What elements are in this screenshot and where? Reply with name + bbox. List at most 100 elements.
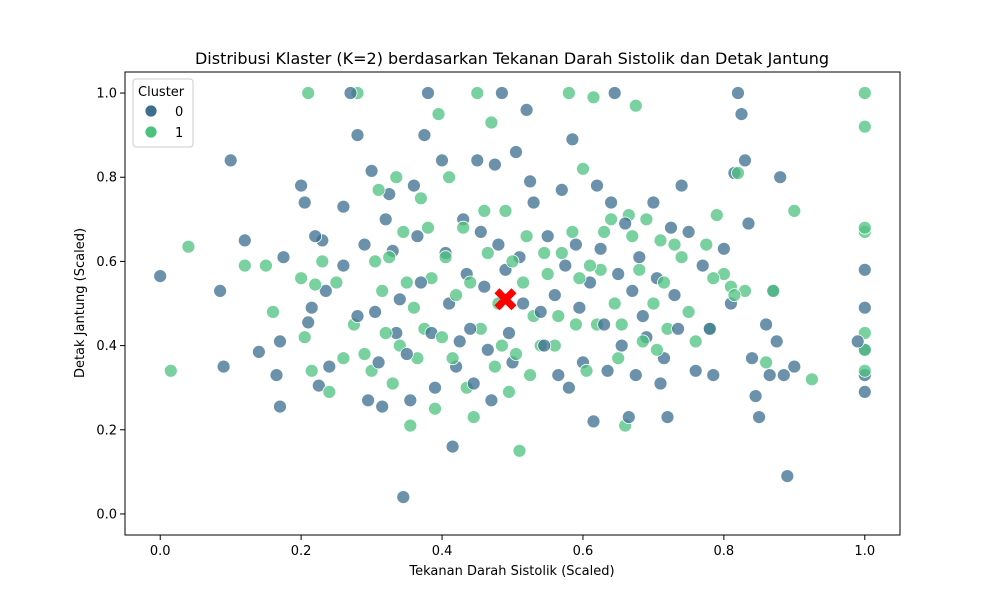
scatter-point-cluster-1	[494, 338, 509, 353]
scatter-point-cluster-0	[635, 309, 650, 324]
scatter-point-cluster-0	[695, 258, 710, 273]
y-tick-label: 0.0	[96, 507, 117, 522]
scatter-point-cluster-0	[593, 241, 608, 256]
scatter-point-cluster-0	[526, 195, 541, 210]
scatter-point-cluster-1	[301, 86, 316, 100]
scatter-point-cluster-1	[586, 90, 601, 105]
scatter-point-cluster-0	[410, 229, 425, 244]
scatter-point-cluster-1	[639, 212, 654, 227]
x-axis: 0.0 0.2 0.4 0.6 0.8 1.0	[150, 535, 875, 559]
scatter-point-cluster-0	[350, 128, 365, 143]
scatter-point-cluster-1	[657, 275, 671, 290]
scatter-point-cluster-1	[766, 283, 781, 298]
scatter-point-cluster-1	[435, 330, 449, 345]
scatter-point-cluster-0	[540, 229, 555, 244]
scatter-point-cluster-1	[396, 224, 411, 239]
scatter-point-cluster-1	[498, 203, 513, 218]
scatter-point-cluster-0	[428, 380, 442, 395]
scatter-point-cluster-0	[273, 399, 287, 414]
x-tick-label: 0.8	[714, 544, 735, 559]
scatter-point-cluster-1	[477, 203, 492, 218]
scatter-point-cluster-1	[378, 326, 393, 340]
scatter-point-cluster-0	[304, 300, 319, 315]
scatter-point-cluster-1	[512, 443, 527, 458]
scatter-point-cluster-0	[311, 378, 326, 393]
y-axis-label: Detak Jantung (Scaled)	[73, 228, 88, 378]
scatter-point-cluster-0	[361, 393, 376, 408]
scatter-point-cluster-1	[509, 347, 523, 361]
scatter-point-cluster-1	[857, 363, 872, 378]
scatter-point-cluster-0	[667, 288, 682, 303]
scatter-point-cluster-1	[258, 258, 273, 273]
scatter-point-cluster-0	[357, 237, 372, 252]
scatter-point-cluster-1	[403, 418, 418, 433]
scatter-point-cluster-0	[731, 86, 745, 100]
scatter-point-cluster-1	[699, 237, 714, 252]
scatter-point-cluster-1	[667, 237, 682, 252]
scatter-point-cluster-0	[569, 237, 583, 252]
scatter-point-cluster-0	[480, 342, 495, 357]
scatter-point-cluster-0	[554, 182, 569, 197]
legend-marker-cluster-0	[144, 104, 158, 118]
scatter-point-cluster-0	[776, 368, 791, 383]
scatter-point-cluster-1	[382, 250, 397, 265]
scatter-point-cluster-0	[614, 338, 629, 353]
scatter-point-cluster-1	[569, 317, 583, 332]
scatter-point-cluster-0	[445, 439, 460, 454]
scatter-point-cluster-1	[399, 275, 414, 290]
scatter-point-cluster-1	[375, 283, 390, 298]
scatter-point-cluster-0	[251, 344, 266, 359]
scatter-point-cluster-0	[435, 153, 449, 168]
scatter-point-cluster-0	[273, 334, 287, 349]
scatter-point-cluster-0	[318, 283, 333, 298]
scatter-point-cluster-0	[628, 368, 643, 383]
x-tick-label: 0.6	[573, 544, 594, 559]
scatter-point-cluster-1	[297, 330, 312, 345]
scatter-point-cluster-1	[625, 229, 640, 244]
scatter-point-cluster-1	[308, 277, 323, 292]
scatter-point-cluster-1	[466, 410, 481, 425]
y-tick-label: 0.2	[96, 423, 117, 438]
scatter-point-cluster-1	[709, 208, 724, 223]
scatter-point-cluster-1	[421, 220, 435, 235]
scatter-point-cluster-0	[301, 315, 316, 330]
scatter-point-cluster-1	[438, 250, 453, 265]
scatter-point-cluster-0	[702, 321, 717, 336]
scatter-point-cluster-0	[734, 107, 749, 121]
scatter-point-cluster-1	[445, 351, 460, 366]
y-axis: 0.0 0.2 0.4 0.6 0.8 1.0	[96, 87, 125, 522]
scatter-point-cluster-0	[491, 237, 506, 252]
scatter-point-cluster-0	[336, 199, 351, 214]
scatter-point-cluster-0	[417, 128, 432, 143]
legend-marker-cluster-1	[144, 125, 158, 139]
scatter-point-cluster-1	[731, 166, 745, 180]
scatter-point-cluster-0	[671, 321, 685, 336]
scatter-point-cluster-0	[717, 241, 731, 256]
x-tick-label: 0.0	[150, 544, 171, 559]
plot-frame	[124, 71, 901, 536]
scatter-point-cluster-0	[371, 355, 386, 370]
scatter-point-cluster-0	[153, 269, 168, 284]
scatter-point-cluster-0	[406, 178, 421, 193]
scatter-point-cluster-0	[537, 338, 552, 353]
scatter-point-cluster-0	[551, 368, 566, 383]
scatter-point-cluster-1	[357, 347, 372, 361]
scatter-point-cluster-0	[759, 317, 773, 332]
scatter-point-cluster-1	[611, 351, 626, 366]
scatter-point-cluster-0	[562, 380, 576, 395]
scatter-point-cluster-0	[787, 359, 802, 374]
x-tick-label: 0.2	[291, 544, 312, 559]
scatter-point-cluster-0	[618, 216, 633, 231]
scatter-point-cluster-1	[554, 246, 569, 260]
y-tick-label: 0.4	[96, 339, 117, 354]
scatter-point-cluster-1	[540, 267, 555, 281]
scatter-point-cluster-0	[681, 224, 696, 239]
scatter-point-cluster-1	[688, 334, 703, 349]
scatter-point-cluster-0	[308, 229, 323, 244]
scatter-point-cluster-0	[611, 267, 626, 281]
scatter-point-cluster-0	[653, 376, 668, 391]
scatter-point-cluster-0	[336, 258, 351, 273]
scatter-point-cluster-0	[396, 490, 411, 505]
scatter-point-cluster-1	[607, 296, 622, 311]
